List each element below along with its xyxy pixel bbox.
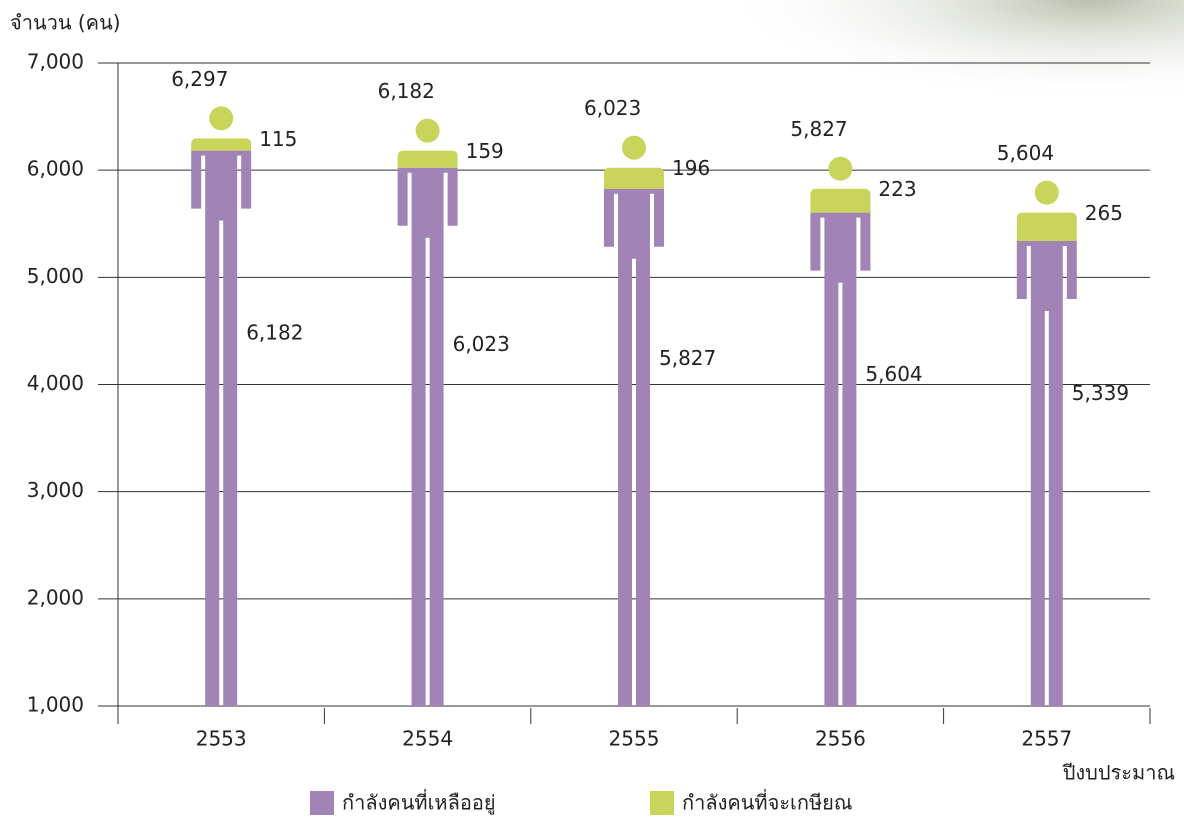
value-label-remaining: 5,827	[659, 346, 716, 370]
figure-remaining	[810, 213, 870, 706]
legend-label: กำลังคนที่จะเกษียณ	[682, 789, 852, 815]
x-tick-label: 2553	[196, 727, 247, 751]
total-label: 5,604	[997, 141, 1054, 165]
x-tick-label: 2557	[1021, 727, 1072, 751]
value-label-retiring: 265	[1085, 201, 1123, 225]
value-label-retiring: 196	[672, 156, 710, 180]
x-axis-label: ปีงบประมาณ	[1062, 761, 1175, 785]
y-tick-label: 4,000	[27, 371, 84, 395]
x-tick-label: 2554	[402, 727, 453, 751]
y-axis-label: จำนวน (คน)	[10, 11, 121, 35]
figure-remaining	[398, 168, 458, 706]
figure-head	[416, 119, 440, 143]
legend-label: กำลังคนที่เหลืออยู่	[342, 789, 496, 816]
value-label-remaining: 5,339	[1072, 381, 1129, 405]
y-tick-label: 2,000	[27, 585, 84, 609]
value-label-retiring: 115	[259, 127, 297, 151]
y-tick-label: 3,000	[27, 478, 84, 502]
figure-head	[622, 136, 646, 160]
value-label-remaining: 6,182	[246, 320, 303, 344]
page: จำนวน (คน) ปีงบประมาณ 1,000 2,000 3,000 4,0…	[0, 0, 1184, 829]
figure-retiring	[810, 189, 870, 213]
y-tick-label: 5,000	[27, 264, 84, 288]
background-photo	[560, 0, 1184, 170]
y-tick-label: 6,000	[27, 157, 84, 181]
figure-remaining	[191, 151, 251, 706]
x-tick-label: 2556	[815, 727, 866, 751]
figure-head	[209, 106, 233, 130]
figure-head	[1035, 181, 1059, 205]
figure-retiring	[604, 168, 664, 189]
total-label: 6,023	[584, 96, 641, 120]
figure-retiring	[191, 138, 251, 150]
figure-head	[828, 157, 852, 181]
figure-retiring	[1017, 213, 1077, 241]
value-label-remaining: 5,604	[865, 362, 922, 386]
y-tick-label: 1,000	[27, 693, 84, 717]
y-tick-label: 7,000	[27, 50, 84, 74]
figure-remaining	[604, 189, 664, 706]
legend-swatch	[650, 791, 674, 815]
figure-retiring	[398, 151, 458, 168]
x-tick-label: 2555	[609, 727, 660, 751]
value-label-retiring: 223	[878, 177, 916, 201]
value-label-retiring: 159	[466, 139, 504, 163]
total-label: 6,297	[171, 67, 228, 91]
total-label: 6,182	[378, 79, 435, 103]
value-label-remaining: 6,023	[453, 332, 510, 356]
total-label: 5,827	[790, 117, 847, 141]
figure-remaining	[1017, 241, 1077, 706]
chart: จำนวน (คน) ปีงบประมาณ 1,000 2,000 3,000 4,0…	[0, 0, 1184, 825]
legend-swatch	[310, 791, 334, 815]
